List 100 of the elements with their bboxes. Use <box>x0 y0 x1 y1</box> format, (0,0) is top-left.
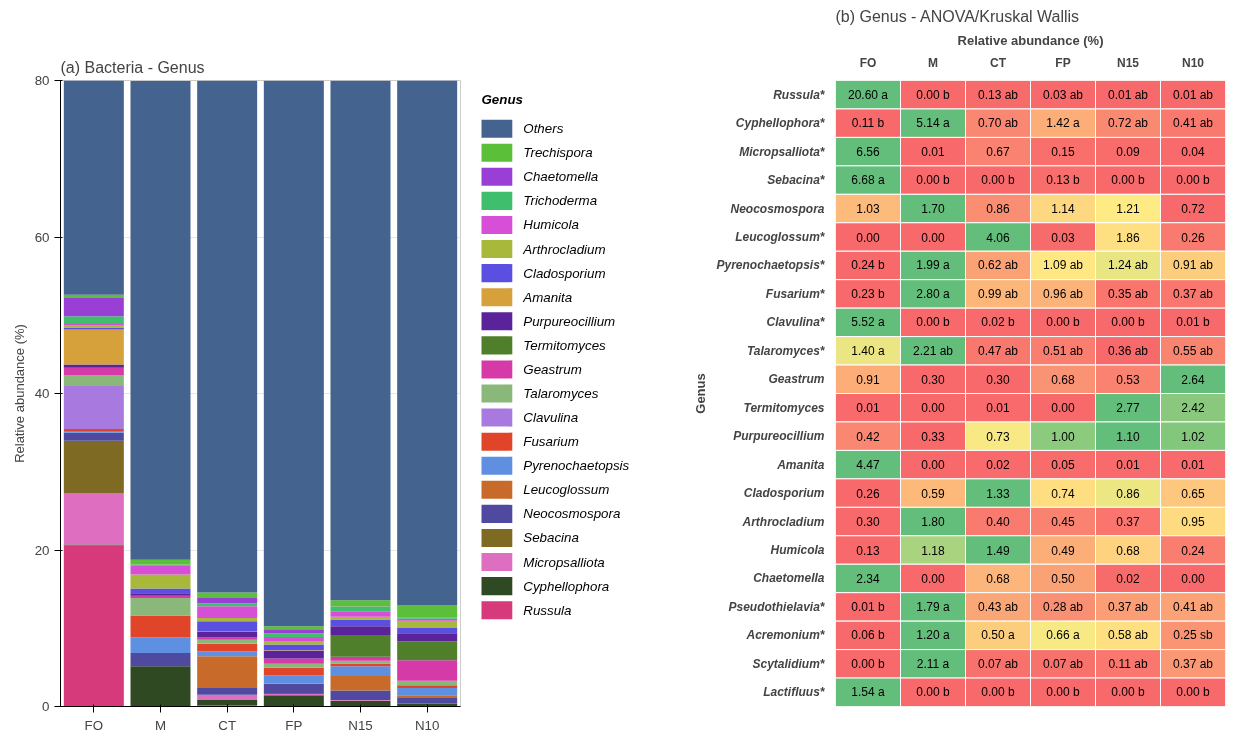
legend-label: Trichoderma <box>523 193 598 209</box>
legend-label: Cladosporium <box>523 265 606 281</box>
y-axis-title: Relative abundance (%) <box>11 324 27 463</box>
data-label: 0.36 ab <box>1107 343 1149 358</box>
data-label: 1.20 a <box>916 628 951 643</box>
data-label: 0.01 <box>1181 458 1205 473</box>
data-label: 0.51 ab <box>1042 343 1084 358</box>
chart-title: (a) Bacteria - Genus <box>60 58 205 76</box>
x-tick-label: M <box>154 717 167 733</box>
x-tick-label: N10 <box>1181 55 1205 70</box>
data-label: 0.01 b <box>851 599 886 614</box>
data-label: 0.73 <box>986 429 1010 444</box>
data-label: 0.02 <box>986 458 1010 473</box>
legend-label: Amanita <box>522 289 573 305</box>
data-label: 0.13 <box>856 543 880 558</box>
x-tick-label: N15 <box>1116 55 1140 70</box>
data-label: 0.00 <box>856 230 880 245</box>
data-label: 0.50 a <box>981 628 1016 643</box>
data-label: 0.00 b <box>1111 173 1146 188</box>
y-tick-label: Pyrenochaetopsis* <box>716 258 826 273</box>
data-label: 0.00 <box>921 571 945 586</box>
data-label: 0.62 ab <box>977 258 1019 273</box>
legend-label: Others <box>523 121 564 137</box>
y-tick-label: Talaromyces* <box>746 343 826 358</box>
data-label: 0.37 ab <box>1107 599 1149 614</box>
data-label: 0.68 <box>1051 372 1075 387</box>
legend-label: Purpureocillium <box>523 313 616 329</box>
data-label: 1.03 <box>856 202 880 217</box>
data-label: 1.49 <box>986 543 1010 558</box>
legend-label: Sebacina <box>523 530 579 546</box>
data-label: 1.14 <box>1051 202 1075 217</box>
data-label: 0.66 a <box>1046 628 1081 643</box>
data-label: 4.47 <box>856 458 880 473</box>
data-label: 0.13 ab <box>977 87 1019 102</box>
data-label: 0.45 <box>1051 515 1075 530</box>
data-label: 0.91 <box>856 372 880 387</box>
y-tick-label: Scytalidium* <box>752 656 826 671</box>
data-label: 1.00 <box>1051 429 1075 444</box>
data-label: 0.24 b <box>851 258 886 273</box>
data-label: 0.30 <box>986 372 1010 387</box>
data-label: 0.01 <box>986 401 1010 416</box>
chart-title: (b) Genus - ANOVA/Kruskal Wallis <box>835 7 1080 25</box>
data-label: 0.40 <box>986 515 1010 530</box>
data-label: 0.00 <box>921 401 945 416</box>
data-label: 0.00 b <box>851 656 886 671</box>
data-label: 5.14 a <box>916 116 951 131</box>
data-label: 0.00 b <box>916 173 951 188</box>
data-label: 1.42 a <box>1046 116 1081 131</box>
data-label: 0.05 <box>1051 458 1075 473</box>
data-label: 0.01 b <box>1176 315 1211 330</box>
legend-label: Talaromyces <box>523 386 599 401</box>
data-label: 0.11 ab <box>1108 656 1148 671</box>
data-label: 1.24 ab <box>1107 258 1149 273</box>
y-tick-label: Termitomyces <box>743 400 825 415</box>
data-label: 0.24 <box>1181 543 1205 558</box>
data-label: 2.21 ab <box>912 343 954 358</box>
x-tick-label: FO <box>859 55 877 70</box>
data-label: 0.01 <box>921 145 945 160</box>
legend-label: Humicola <box>523 217 579 233</box>
data-label: 1.70 <box>921 202 945 217</box>
data-label: 0.49 <box>1051 543 1075 558</box>
x-tick-label: FO <box>84 717 104 733</box>
data-label: 0.01 ab <box>1107 87 1149 102</box>
data-label: 0.68 <box>1116 543 1140 558</box>
legend-label: Termitomyces <box>523 337 607 353</box>
data-label: 0.72 <box>1181 202 1205 217</box>
data-label: 0.09 <box>1116 145 1140 160</box>
data-label: 1.80 <box>921 515 945 530</box>
legend-label: Russula <box>523 602 572 618</box>
data-label: 0.02 b <box>981 315 1016 330</box>
data-label: 0.35 ab <box>1107 286 1149 301</box>
legend-label: Pyrenochaetopsis <box>523 458 630 474</box>
data-label: 0.72 ab <box>1107 116 1149 131</box>
data-label: 1.18 <box>921 543 945 558</box>
data-label: 0.07 ab <box>1042 656 1084 671</box>
y-tick-label: Humicola <box>770 543 825 557</box>
data-label: 0.01 <box>1116 458 1140 473</box>
data-label: 0.00 b <box>1046 315 1081 330</box>
data-label: 1.10 <box>1116 429 1140 444</box>
data-label: 20.60 a <box>847 87 889 102</box>
y-tick-label: Arthrocladium <box>741 514 825 529</box>
data-label: 0.91 ab <box>1172 258 1214 273</box>
data-label: 0.67 <box>986 145 1010 160</box>
data-label: 1.54 a <box>851 685 886 700</box>
data-label: 0.03 ab <box>1042 87 1084 102</box>
data-label: 0.00 <box>1181 571 1205 586</box>
data-label: 0.02 <box>1116 571 1140 586</box>
data-label: 0.59 <box>921 486 945 501</box>
data-label: 1.33 <box>986 486 1010 501</box>
x-tick-label: N10 <box>414 717 440 733</box>
data-label: 0.03 <box>1051 230 1075 245</box>
legend-label: Clavulina <box>523 410 579 426</box>
data-label: 2.11 a <box>916 656 950 671</box>
data-label: 0.00 b <box>981 173 1016 188</box>
y-tick-label: Fusarium* <box>765 286 826 301</box>
data-label: 1.86 <box>1116 230 1140 245</box>
y-tick-label: Amanita <box>776 457 825 472</box>
y-tick-label: Cyphellophora* <box>735 116 826 131</box>
data-label: 0.07 ab <box>977 656 1019 671</box>
data-label: 0.01 <box>856 401 880 416</box>
